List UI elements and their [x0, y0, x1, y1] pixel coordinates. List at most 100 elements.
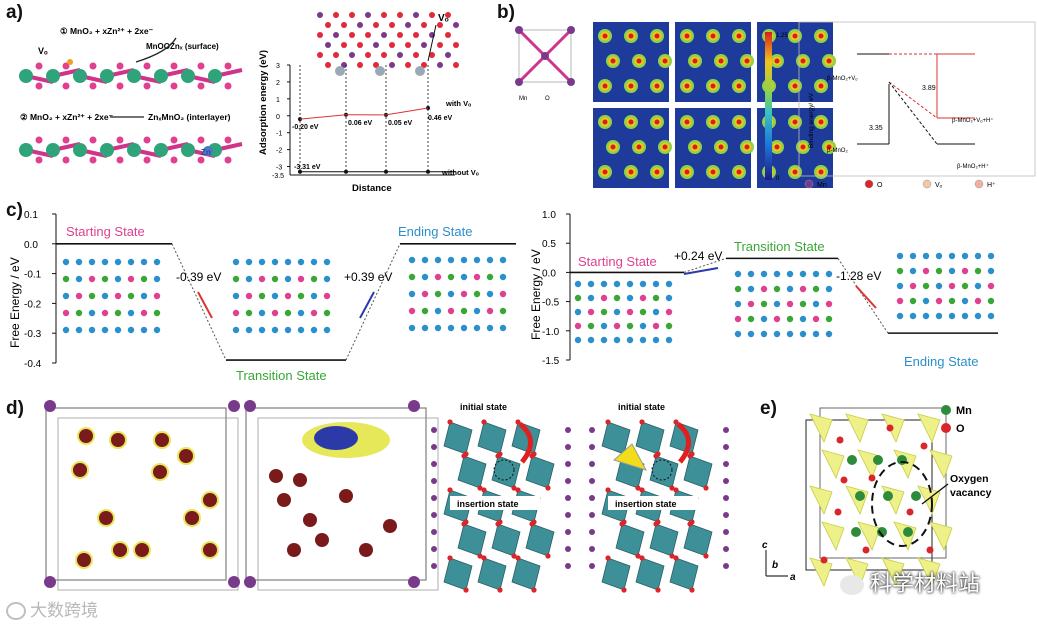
vo-top-label: Vₒ	[438, 13, 449, 24]
crystal-atom	[434, 324, 442, 332]
density-core	[628, 169, 634, 175]
mno6-polyhedron	[821, 449, 845, 480]
crystal-atom	[613, 322, 621, 330]
b-legend-label: Mn	[817, 182, 827, 189]
crystal-atom	[825, 285, 833, 293]
crystal-atom	[909, 282, 917, 290]
crystal-atom	[935, 312, 943, 320]
o-atom	[621, 587, 627, 593]
o-atom	[203, 543, 217, 557]
e-axis-b: b	[772, 560, 778, 571]
c-right-y-tick-label: 0.5	[542, 239, 556, 250]
o-atom	[926, 546, 934, 554]
crystal-atom	[734, 300, 742, 308]
e-vacancy-structure	[805, 407, 953, 588]
crystal-atom	[499, 307, 507, 315]
o-atom	[511, 553, 517, 559]
crystal-atom	[486, 256, 494, 264]
density-core	[710, 169, 716, 175]
crystal-atom	[434, 273, 442, 281]
oxygen-vacancy-outline	[871, 461, 933, 547]
mn-atom	[431, 495, 437, 501]
binding-energy-axis: Binding energy/ eV	[808, 92, 815, 148]
crystal-atom	[665, 308, 673, 316]
mn-atom	[589, 478, 595, 484]
mn-atom	[100, 143, 114, 157]
crystal-atom	[587, 308, 595, 316]
crystal-atom	[987, 312, 995, 320]
mn-atom	[46, 69, 60, 83]
o-atom	[359, 543, 373, 557]
crystal-atom	[760, 330, 768, 338]
crystal-atom	[773, 270, 781, 278]
crystal-atom	[574, 280, 582, 288]
mn-atom	[855, 491, 865, 501]
c-left-arrow-up	[359, 291, 375, 319]
watermark-left-icon	[6, 602, 26, 620]
o-atom	[113, 543, 127, 557]
c-right-arrow-up	[683, 267, 719, 275]
o-atom	[703, 485, 709, 491]
o-atom	[605, 487, 611, 493]
crystal-atom	[987, 267, 995, 275]
crystal-atom	[734, 330, 742, 338]
o-atom	[62, 156, 70, 164]
watermark-right: 科学材料站	[840, 566, 980, 598]
c-right-step-1: +0.24 eV	[674, 249, 722, 263]
density-core	[818, 169, 824, 175]
adsorption-y-label: Adsorption energy (eV)	[258, 50, 269, 155]
mno6-octahedron	[477, 421, 507, 455]
mno6-octahedron	[511, 557, 541, 591]
adsorption-structure-atom	[357, 42, 363, 48]
crystal-atom	[974, 282, 982, 290]
e-vacancy-label-2: vacancy	[950, 487, 992, 499]
crystal-atom	[948, 252, 956, 260]
mno6-octahedron	[635, 421, 665, 455]
mno6-octahedron	[525, 455, 555, 489]
crystal-atom	[140, 258, 148, 266]
adsorption-structure-atom	[413, 32, 419, 38]
mn-atom	[723, 478, 729, 484]
c-right-y-tick-label: -0.5	[542, 298, 560, 309]
o-atom	[529, 453, 535, 459]
o-atom	[153, 465, 167, 479]
o-atom	[653, 521, 659, 527]
corner-atom	[244, 576, 256, 588]
c-left-y-tick-label: -0.4	[24, 359, 42, 370]
crystal-atom	[114, 275, 122, 283]
crystal-atom	[284, 292, 292, 300]
o-atom	[89, 62, 97, 70]
o-atom	[155, 433, 169, 447]
crystal-atom	[935, 282, 943, 290]
density-core	[602, 169, 608, 175]
crystal-atom	[574, 294, 582, 302]
density-core	[684, 33, 690, 39]
mn-atom	[431, 512, 437, 518]
crystal-atom	[127, 292, 135, 300]
c-left-y-tick-label: -0.1	[24, 270, 42, 281]
mn-atom	[589, 461, 595, 467]
adsorption-structure-atom	[437, 62, 443, 68]
density-core	[710, 33, 716, 39]
mno6-polyhedron	[929, 521, 953, 552]
o-atom	[635, 485, 641, 491]
density-core	[684, 83, 690, 89]
crystal-atom	[626, 322, 634, 330]
crystal-atom	[587, 294, 595, 302]
crystal-atom	[773, 315, 781, 323]
d-insertion-bg-1	[450, 496, 540, 510]
crystal-atom	[232, 275, 240, 283]
o-atom	[635, 553, 641, 559]
d-cell-outline	[45, 407, 227, 581]
crystal-atom	[284, 258, 292, 266]
mn-atom	[723, 529, 729, 535]
crystal-atom	[75, 258, 83, 266]
mn-atom	[208, 69, 222, 83]
zn-tetrahedron	[613, 443, 648, 471]
free-energy-chart-left: Free Energy / eV 0.10.0-0.1-0.2-0.3-0.4 …	[8, 210, 516, 383]
crystal-atom	[922, 282, 930, 290]
crystal-atom	[114, 326, 122, 334]
adsorption-structure	[317, 12, 459, 76]
adsorption-structure-atom	[349, 12, 355, 18]
mno6-octahedron	[525, 523, 555, 557]
